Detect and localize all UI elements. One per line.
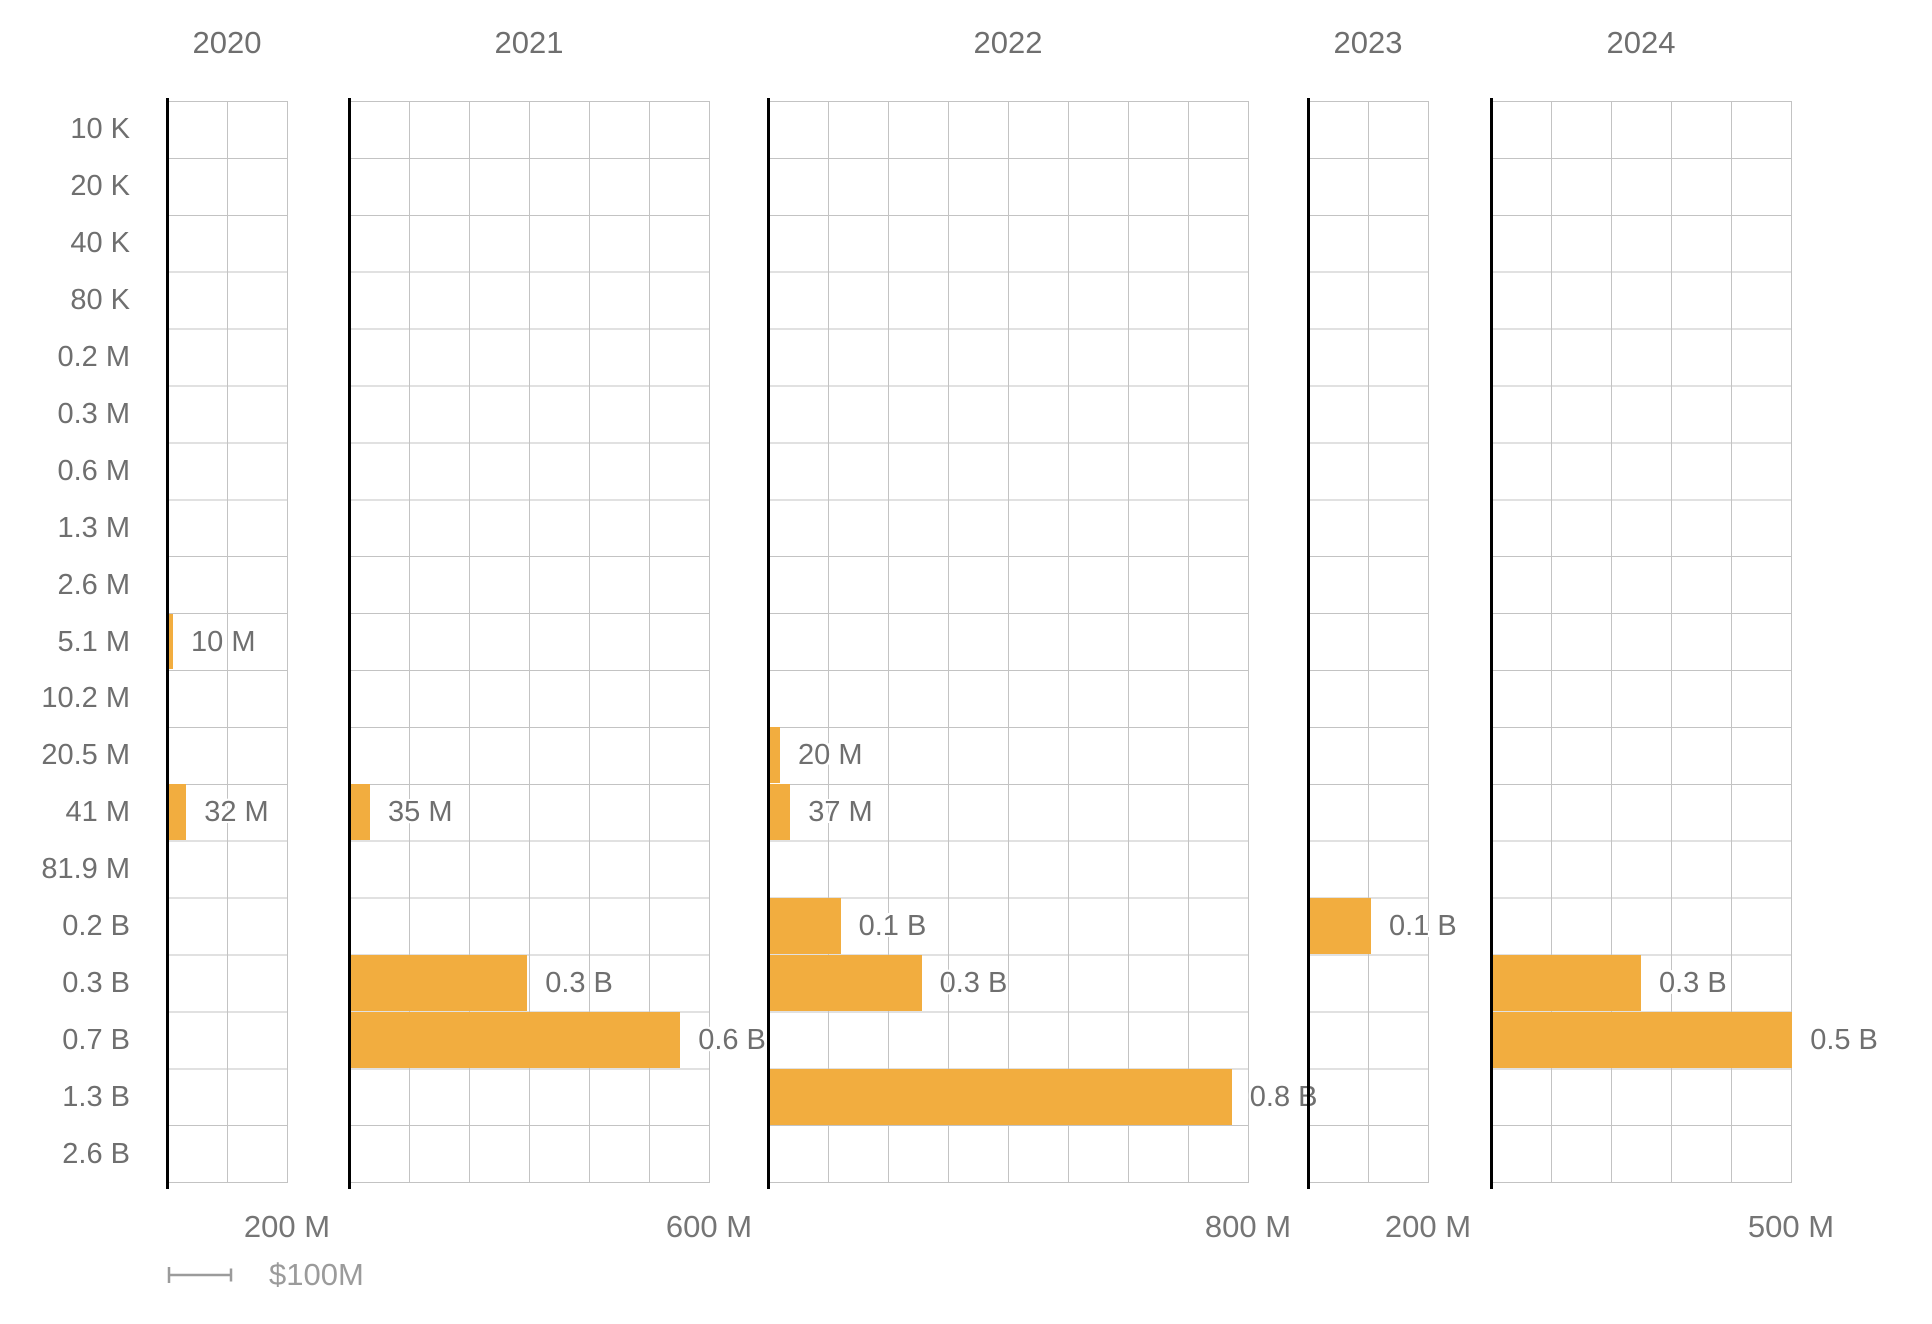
- y-axis-label: 2.6 B: [62, 1137, 130, 1170]
- bar-2022-41M: [768, 784, 791, 841]
- panel-grid: [768, 101, 1249, 1184]
- bar-value-label: 35 M: [388, 796, 453, 829]
- scale-bar-icon: [167, 1267, 233, 1283]
- y-axis-label: 5.1 M: [57, 625, 130, 658]
- y-axis-label: 0.6 M: [57, 454, 130, 487]
- bar-value-label: 0.1 B: [1389, 910, 1457, 943]
- panel-axis-max-label: 800 M: [1204, 1209, 1292, 1244]
- bar-2020-41M: [167, 784, 187, 841]
- bar-value-label: 0.6 B: [698, 1023, 766, 1056]
- y-axis-label: 2.6 M: [57, 568, 130, 601]
- y-axis-label: 0.2 M: [57, 341, 130, 374]
- y-axis-label: 0.3 B: [62, 966, 130, 999]
- y-axis-label: 20 K: [70, 170, 130, 203]
- bar-2021-0.7B: [349, 1011, 681, 1068]
- panel-axis-line: [1490, 98, 1493, 1190]
- y-axis-label: 80 K: [70, 284, 130, 317]
- bar-2022-0.2B: [768, 898, 841, 954]
- panel-grid: [1308, 101, 1429, 1184]
- y-axis-label: 0.7 B: [62, 1023, 130, 1056]
- bar-2024-0.7B: [1491, 1011, 1793, 1068]
- bar-2023-0.2B: [1308, 898, 1371, 954]
- bar-2022-1.3B: [768, 1068, 1232, 1125]
- bar-2022-20.5M: [768, 727, 780, 784]
- bar-value-label: 0.3 B: [545, 966, 613, 999]
- panel-axis-line: [166, 98, 169, 1190]
- y-axis-label: 41 M: [65, 796, 130, 829]
- bar-2021-0.3B: [349, 955, 528, 1011]
- bar-value-label: 0.1 B: [858, 910, 927, 943]
- panel-year-header: 2023: [1333, 25, 1403, 60]
- panel-axis-line: [348, 98, 351, 1190]
- panel-axis-line: [1307, 98, 1310, 1190]
- panel-axis-max-label: 200 M: [243, 1209, 331, 1244]
- bar-2022-0.3B: [768, 955, 922, 1011]
- bar-2020-5.1M: [167, 613, 173, 670]
- panel-grid: [167, 101, 288, 1184]
- bar-value-label: 0.8 B: [1249, 1080, 1318, 1113]
- bar-2024-0.3B: [1491, 955, 1641, 1011]
- panel-axis-max-label: 200 M: [1384, 1209, 1472, 1244]
- y-axis-label: 20.5 M: [41, 739, 130, 772]
- bar-value-label: 32 M: [204, 796, 269, 829]
- panel-axis-max-label: 600 M: [665, 1209, 753, 1244]
- panel-year-header: 2022: [973, 25, 1043, 60]
- y-axis-label: 1.3 B: [62, 1080, 130, 1113]
- y-axis-label: 0.3 M: [57, 397, 130, 430]
- panel-year-header: 2021: [494, 25, 564, 60]
- bar-value-label: 0.5 B: [1810, 1023, 1878, 1056]
- panel-year-header: 2024: [1606, 25, 1676, 60]
- bar-value-label: 37 M: [808, 796, 873, 829]
- y-axis-label: 81.9 M: [41, 853, 130, 886]
- y-axis-label: 1.3 M: [57, 511, 130, 544]
- panel-axis-max-label: 500 M: [1747, 1209, 1835, 1244]
- legend: $100M: [167, 1257, 364, 1293]
- panel-axis-line: [767, 98, 770, 1190]
- y-axis-label: 10 K: [70, 113, 130, 146]
- bar-value-label: 10 M: [191, 625, 256, 658]
- bar-value-label: 0.3 B: [1659, 966, 1727, 999]
- legend-label: $100M: [269, 1257, 364, 1292]
- y-axis-label: 10.2 M: [41, 682, 130, 715]
- bar-2021-41M: [349, 784, 370, 841]
- bar-value-label: 20 M: [798, 739, 863, 772]
- y-axis-label: 40 K: [70, 227, 130, 260]
- bar-value-label: 0.3 B: [939, 966, 1008, 999]
- y-axis-label: 0.2 B: [62, 910, 130, 943]
- panel-year-header: 2020: [192, 25, 262, 60]
